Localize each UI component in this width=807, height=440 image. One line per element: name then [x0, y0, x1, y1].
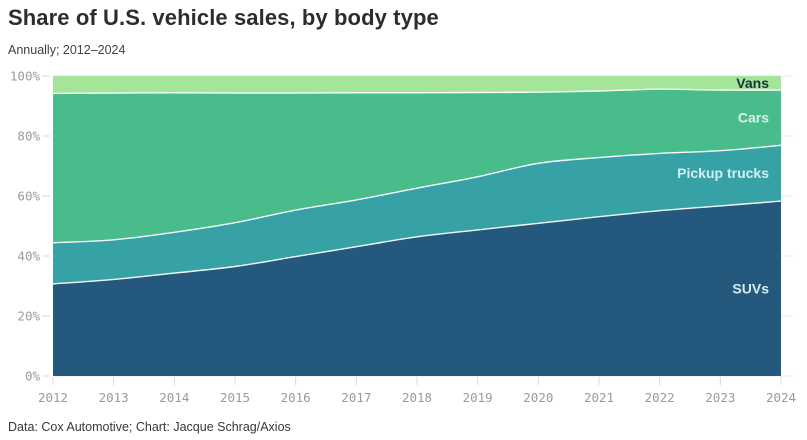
x-tick-label: 2019 — [463, 390, 493, 405]
boundary-line-1 — [52, 200, 782, 285]
chart-credit: Data: Cox Automotive; Chart: Jacque Schr… — [8, 420, 291, 434]
y-tick-label: 80% — [17, 129, 40, 144]
chart-subtitle: Annually; 2012–2024 — [8, 43, 126, 57]
x-tick-label: 2017 — [341, 390, 371, 405]
x-tick-label: 2012 — [38, 390, 68, 405]
x-tick-label: 2015 — [220, 390, 250, 405]
x-tick-label: 2021 — [584, 390, 614, 405]
x-tick-label: 2020 — [523, 390, 553, 405]
y-tick-label: 40% — [17, 249, 40, 264]
x-axis: 2012 2013 2014 2015 2016 2017 2018 2019 2020 2021… — [38, 377, 796, 405]
y-axis: 0% 20% 40% 60% 80% 100% — [10, 69, 41, 384]
area-pickup-trucks — [53, 145, 781, 284]
x-tick-label: 2013 — [99, 390, 129, 405]
series-label-suvs: SUVs — [732, 281, 769, 297]
y-tick-label: 0% — [25, 369, 41, 384]
x-tick-label: 2023 — [705, 390, 735, 405]
x-tick-label: 2024 — [766, 390, 796, 405]
boundary-line-3 — [52, 88, 782, 95]
x-tick-label: 2018 — [402, 390, 432, 405]
area-series — [53, 76, 781, 376]
series-labels: SUVs Pickup trucks Cars Vans — [677, 75, 769, 296]
series-label-vans: Vans — [736, 75, 769, 91]
y-tick-label: 60% — [17, 189, 40, 204]
x-tick-label: 2016 — [281, 390, 311, 405]
series-label-cars: Cars — [738, 110, 769, 126]
x-tick-label: 2022 — [645, 390, 675, 405]
y-tick-label: 20% — [17, 309, 40, 324]
area-vans — [53, 76, 781, 94]
area-cars — [53, 89, 781, 243]
area-suvs — [53, 201, 781, 376]
x-tick-label: 2014 — [159, 390, 189, 405]
series-boundary-lines — [52, 88, 782, 285]
chart-title: Share of U.S. vehicle sales, by body typ… — [8, 5, 439, 30]
y-tick-label: 100% — [10, 69, 41, 84]
series-label-pickup-trucks: Pickup trucks — [677, 165, 769, 181]
boundary-line-2 — [52, 144, 782, 244]
